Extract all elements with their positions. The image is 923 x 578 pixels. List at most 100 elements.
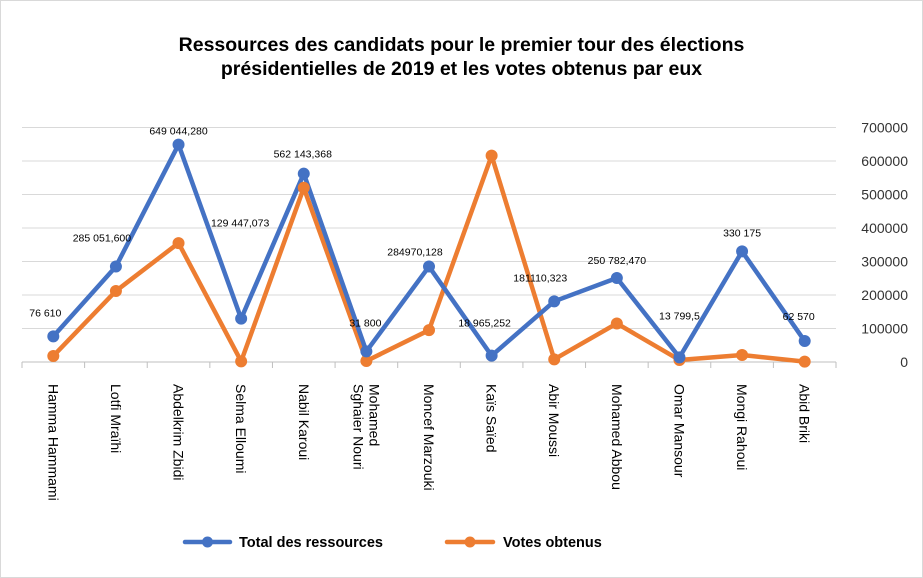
x-tick-label-line: Abdelkrim Zbidi bbox=[171, 384, 187, 480]
data-label: 76 610 bbox=[29, 307, 61, 319]
data-point-votes-obtenus bbox=[109, 284, 122, 297]
legend-label: Total des ressources bbox=[239, 535, 383, 551]
x-tick-label-line: Mongi Rahoui bbox=[734, 384, 750, 470]
data-point-votes-obtenus bbox=[485, 149, 498, 162]
data-label: 285 051,600 bbox=[73, 233, 132, 245]
x-tick-label: Abir Moussi bbox=[546, 384, 562, 457]
chart-title-line-2: présidentielles de 2019 et les votes obt… bbox=[220, 58, 703, 80]
data-label: 18 965,252 bbox=[458, 318, 511, 330]
data-point-votes-obtenus bbox=[610, 317, 623, 330]
x-tick-label-line: Omar Mansour bbox=[671, 384, 687, 478]
data-label: 330 175 bbox=[723, 227, 761, 239]
legend-label: Votes obtenus bbox=[503, 535, 602, 551]
data-point-votes-obtenus bbox=[297, 181, 310, 194]
data-point-votes-obtenus bbox=[235, 355, 248, 368]
x-tick-label: Nabil Karoui bbox=[296, 384, 312, 460]
gridlines bbox=[21, 127, 837, 368]
data-point-total-ressources bbox=[109, 260, 122, 273]
chart-title: Ressources des candidats pour le premier… bbox=[0, 33, 923, 81]
x-tick-label-text: Nabil Karoui bbox=[296, 384, 312, 460]
x-tick-label-line: Kaïs Saïed bbox=[484, 384, 500, 453]
x-tick-label-line: Hamma Hammami bbox=[45, 384, 61, 501]
chart-title-line-1: Ressources des candidats pour le premier… bbox=[178, 34, 745, 56]
x-tick-label: Moncef Marzouki bbox=[421, 384, 437, 491]
x-tick-label: Omar Mansour bbox=[671, 384, 687, 478]
x-tick-label-line: Abir Moussi bbox=[546, 384, 562, 457]
data-point-total-ressources bbox=[548, 295, 561, 308]
x-tick-label: MohamedSghaier Nouri bbox=[350, 384, 382, 470]
x-tick-label-text: Abdelkrim Zbidi bbox=[171, 384, 187, 480]
x-tick-label: Selma Elloumi bbox=[233, 384, 249, 473]
x-tick-label-line: Nabil Karoui bbox=[296, 384, 312, 460]
x-tick-label-text: Mohamed Abbou bbox=[609, 384, 625, 490]
x-tick-label: Mohamed Abbou bbox=[609, 384, 625, 490]
data-label: 649 044,280 bbox=[149, 126, 208, 138]
x-tick-label-text: MohamedSghaier Nouri bbox=[350, 384, 382, 470]
series-layer bbox=[47, 138, 811, 368]
data-point-total-ressources bbox=[47, 330, 60, 343]
data-point-total-ressources bbox=[485, 349, 498, 362]
data-label: 13 799,5 bbox=[659, 310, 700, 322]
data-point-votes-obtenus bbox=[736, 348, 749, 361]
data-point-votes-obtenus bbox=[47, 349, 60, 362]
x-tick-label-text: Lotfi Mraïhi bbox=[108, 384, 124, 453]
data-point-votes-obtenus bbox=[548, 353, 561, 366]
legend-item-total-ressources: Total des ressources bbox=[182, 535, 383, 551]
x-tick-label: Hamma Hammami bbox=[45, 384, 61, 501]
data-point-total-ressources bbox=[673, 351, 686, 364]
data-point-total-ressources bbox=[736, 245, 749, 258]
data-point-total-ressources bbox=[798, 335, 811, 348]
data-labels: 76 610 285 051,600 649 044,280 129 447,073 5… bbox=[29, 126, 815, 330]
y-tick-label: 500000 bbox=[861, 187, 908, 203]
data-point-total-ressources bbox=[610, 271, 623, 284]
data-point-total-ressources bbox=[360, 345, 373, 358]
data-label: 562 143,368 bbox=[274, 149, 333, 161]
x-tick-label-line: Mohamed bbox=[366, 384, 382, 446]
x-tick-label-line: Mohamed Abbou bbox=[609, 384, 625, 490]
x-tick-label: Kaïs Saïed bbox=[484, 384, 500, 453]
x-tick-label: Abid Briki bbox=[797, 384, 813, 443]
data-point-votes-obtenus bbox=[423, 324, 435, 337]
legend: Total des ressources Votes obtenus bbox=[182, 535, 602, 551]
x-tick-label-line: Lotfi Mraïhi bbox=[108, 384, 124, 453]
y-tick-label: 100000 bbox=[861, 321, 908, 337]
data-label: 284970,128 bbox=[387, 247, 443, 259]
x-tick-label-text: Kaïs Saïed bbox=[484, 384, 500, 453]
data-label: 62 570 bbox=[783, 311, 815, 323]
x-tick-label: Lotfi Mraïhi bbox=[108, 384, 124, 453]
legend-swatch-marker bbox=[464, 536, 476, 548]
y-tick-label: 400000 bbox=[861, 220, 908, 236]
x-tick-label: Abdelkrim Zbidi bbox=[171, 384, 187, 480]
data-point-votes-obtenus bbox=[798, 355, 811, 368]
data-point-votes-obtenus bbox=[172, 237, 185, 250]
y-tick-label: 700000 bbox=[861, 120, 908, 136]
y-axis-ticks: 700000 600000 500000 400000 300000 200000 1000… bbox=[861, 120, 908, 371]
y-tick-label: 0 bbox=[900, 354, 908, 370]
x-tick-label-text: Abir Moussi bbox=[546, 384, 562, 457]
x-tick-label-text: Abid Briki bbox=[797, 384, 813, 443]
data-point-total-ressources bbox=[297, 167, 310, 180]
y-tick-label: 300000 bbox=[861, 254, 908, 270]
x-tick-label-text: Hamma Hammami bbox=[45, 384, 61, 501]
x-tick-label-text: Selma Elloumi bbox=[233, 384, 249, 473]
data-label: 31 800 bbox=[349, 317, 381, 329]
x-tick-label-line: Sghaier Nouri bbox=[350, 384, 366, 470]
data-point-total-ressources bbox=[423, 260, 435, 273]
data-label: 250 782,470 bbox=[588, 255, 647, 267]
data-point-total-ressources bbox=[172, 138, 185, 151]
x-tick-label-line: Abid Briki bbox=[797, 384, 813, 443]
x-tick-label-text: Mongi Rahoui bbox=[734, 384, 750, 470]
x-axis-ticks: Hamma Hammami Lotfi Mraïhi Abdelkrim Zbidi… bbox=[45, 384, 812, 501]
data-label: 129 447,073 bbox=[211, 218, 270, 230]
y-tick-label: 600000 bbox=[861, 153, 908, 169]
x-tick-label-line: Selma Elloumi bbox=[233, 384, 249, 473]
legend-swatch-marker bbox=[202, 536, 213, 548]
data-label: 181110,323 bbox=[513, 272, 567, 284]
x-tick-label-text: Moncef Marzouki bbox=[421, 384, 437, 491]
legend-item-votes-obtenus: Votes obtenus bbox=[444, 535, 602, 551]
data-point-total-ressources bbox=[235, 312, 248, 325]
x-tick-label-line: Moncef Marzouki bbox=[421, 384, 437, 491]
x-tick-label: Mongi Rahoui bbox=[734, 384, 750, 470]
x-tick-label-text: Omar Mansour bbox=[671, 384, 687, 478]
